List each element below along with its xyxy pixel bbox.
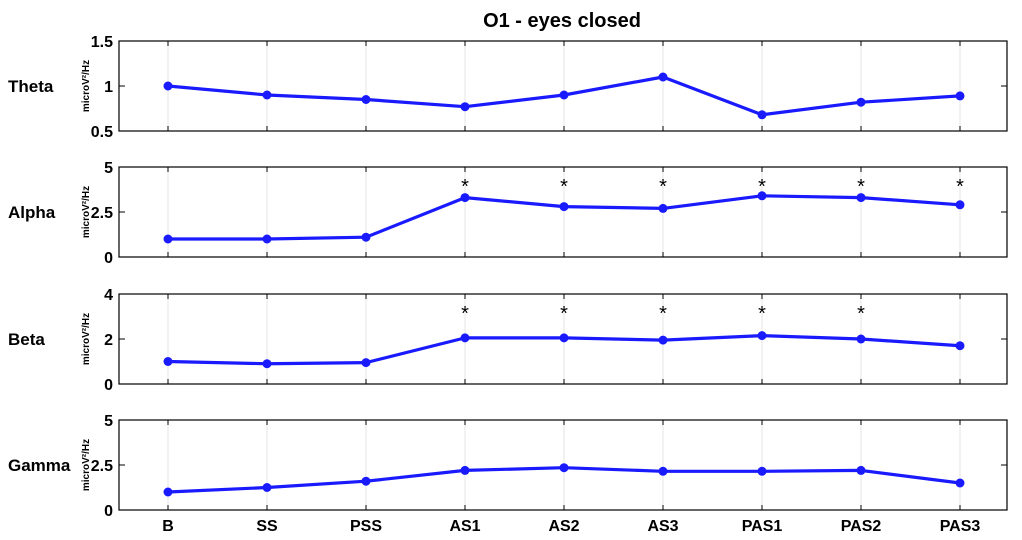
significance-marker: * [857, 176, 865, 198]
plot-frame [118, 40, 1008, 132]
data-point [361, 232, 371, 242]
y-tick-label: 2 [104, 332, 113, 349]
significance-marker: * [461, 176, 469, 198]
data-point [262, 483, 272, 492]
band-label: Theta [8, 77, 54, 96]
y-tick-label: 5 [104, 413, 113, 430]
data-point [856, 97, 866, 107]
data-point [559, 333, 569, 343]
y-tick-label: 5 [104, 160, 113, 177]
band-label: Beta [8, 330, 45, 349]
y-tick-label: 0.5 [91, 124, 113, 141]
x-tick-label: PAS1 [742, 518, 783, 535]
x-axis: B SS PSS AS1 AS2 AS3 PAS1 PAS2 PAS3 [162, 518, 980, 535]
data-point [559, 90, 569, 100]
data-point [559, 202, 569, 212]
data-point [856, 465, 866, 475]
panels: 0.5 1 1.5 Theta microV²/Hz 0 2.5 5 Alpha microV²/… [8, 34, 1008, 535]
panel-theta: 0.5 1 1.5 Theta microV²/Hz [8, 34, 1008, 141]
data-point [460, 102, 470, 112]
panel-gamma: 0 2.5 5 Gamma microV²/Hz [8, 413, 1008, 520]
significance-marker: * [560, 176, 568, 198]
y-tick-label: 0 [104, 250, 113, 267]
significance-marker: * [560, 303, 568, 325]
significance-marker: * [659, 303, 667, 325]
x-tick-label: AS1 [449, 518, 480, 535]
y-axis-label: microV²/Hz [81, 186, 92, 238]
data-point [262, 90, 272, 100]
x-tick-label: PAS2 [841, 518, 882, 535]
significance-marker: * [956, 176, 964, 198]
data-point [757, 466, 767, 476]
y-axis-label: microV²/Hz [81, 60, 92, 112]
data-point [955, 341, 965, 351]
data-point [559, 463, 569, 473]
y-axis-label: microV²/Hz [81, 439, 92, 491]
x-tick-label: AS3 [647, 518, 678, 535]
y-tick-label: 2.5 [91, 458, 113, 475]
x-tick-label: PSS [350, 518, 382, 535]
data-point [757, 110, 767, 120]
data-point [955, 478, 965, 488]
band-label: Alpha [8, 203, 56, 222]
y-tick-label: 1 [104, 79, 113, 96]
y-tick-label: 0 [104, 503, 113, 520]
chart-title: O1 - eyes closed [483, 10, 641, 32]
significance-marker: * [857, 303, 865, 325]
data-point [658, 203, 668, 213]
data-point [460, 193, 470, 203]
significance-marker: * [659, 176, 667, 198]
x-tick-label: SS [256, 518, 278, 535]
data-point [460, 465, 470, 475]
data-point [658, 335, 668, 345]
y-tick-label: 1.5 [91, 34, 113, 51]
x-tick-label: PAS3 [940, 518, 981, 535]
data-point [460, 333, 470, 343]
significance-marker: * [758, 176, 766, 198]
y-axis-label: microV²/Hz [81, 313, 92, 365]
data-point [955, 91, 965, 101]
data-point [361, 95, 371, 104]
panel-alpha: 0 2.5 5 Alpha microV²/Hz * * * * * * [8, 160, 1008, 267]
data-point [361, 476, 371, 486]
data-point [262, 234, 272, 244]
data-point [361, 358, 371, 368]
x-tick-label: B [162, 518, 174, 535]
band-label: Gamma [8, 456, 71, 475]
data-point [163, 487, 173, 497]
data-point [262, 359, 272, 369]
data-point [757, 331, 767, 341]
data-point [856, 193, 866, 203]
data-point [658, 72, 668, 82]
significance-marker: * [758, 303, 766, 325]
data-point [955, 200, 965, 210]
data-point [163, 234, 173, 244]
panel-beta: 0 2 4 Beta microV²/Hz * * * * * [8, 287, 1008, 394]
x-tick-label: AS2 [548, 518, 579, 535]
data-point [163, 81, 173, 91]
data-point [856, 334, 866, 344]
y-tick-label: 0 [104, 377, 113, 394]
data-point [658, 466, 668, 476]
y-tick-label: 4 [104, 287, 113, 304]
y-tick-label: 2.5 [91, 205, 113, 222]
data-point [757, 191, 767, 201]
significance-marker: * [461, 303, 469, 325]
data-point [163, 357, 173, 366]
